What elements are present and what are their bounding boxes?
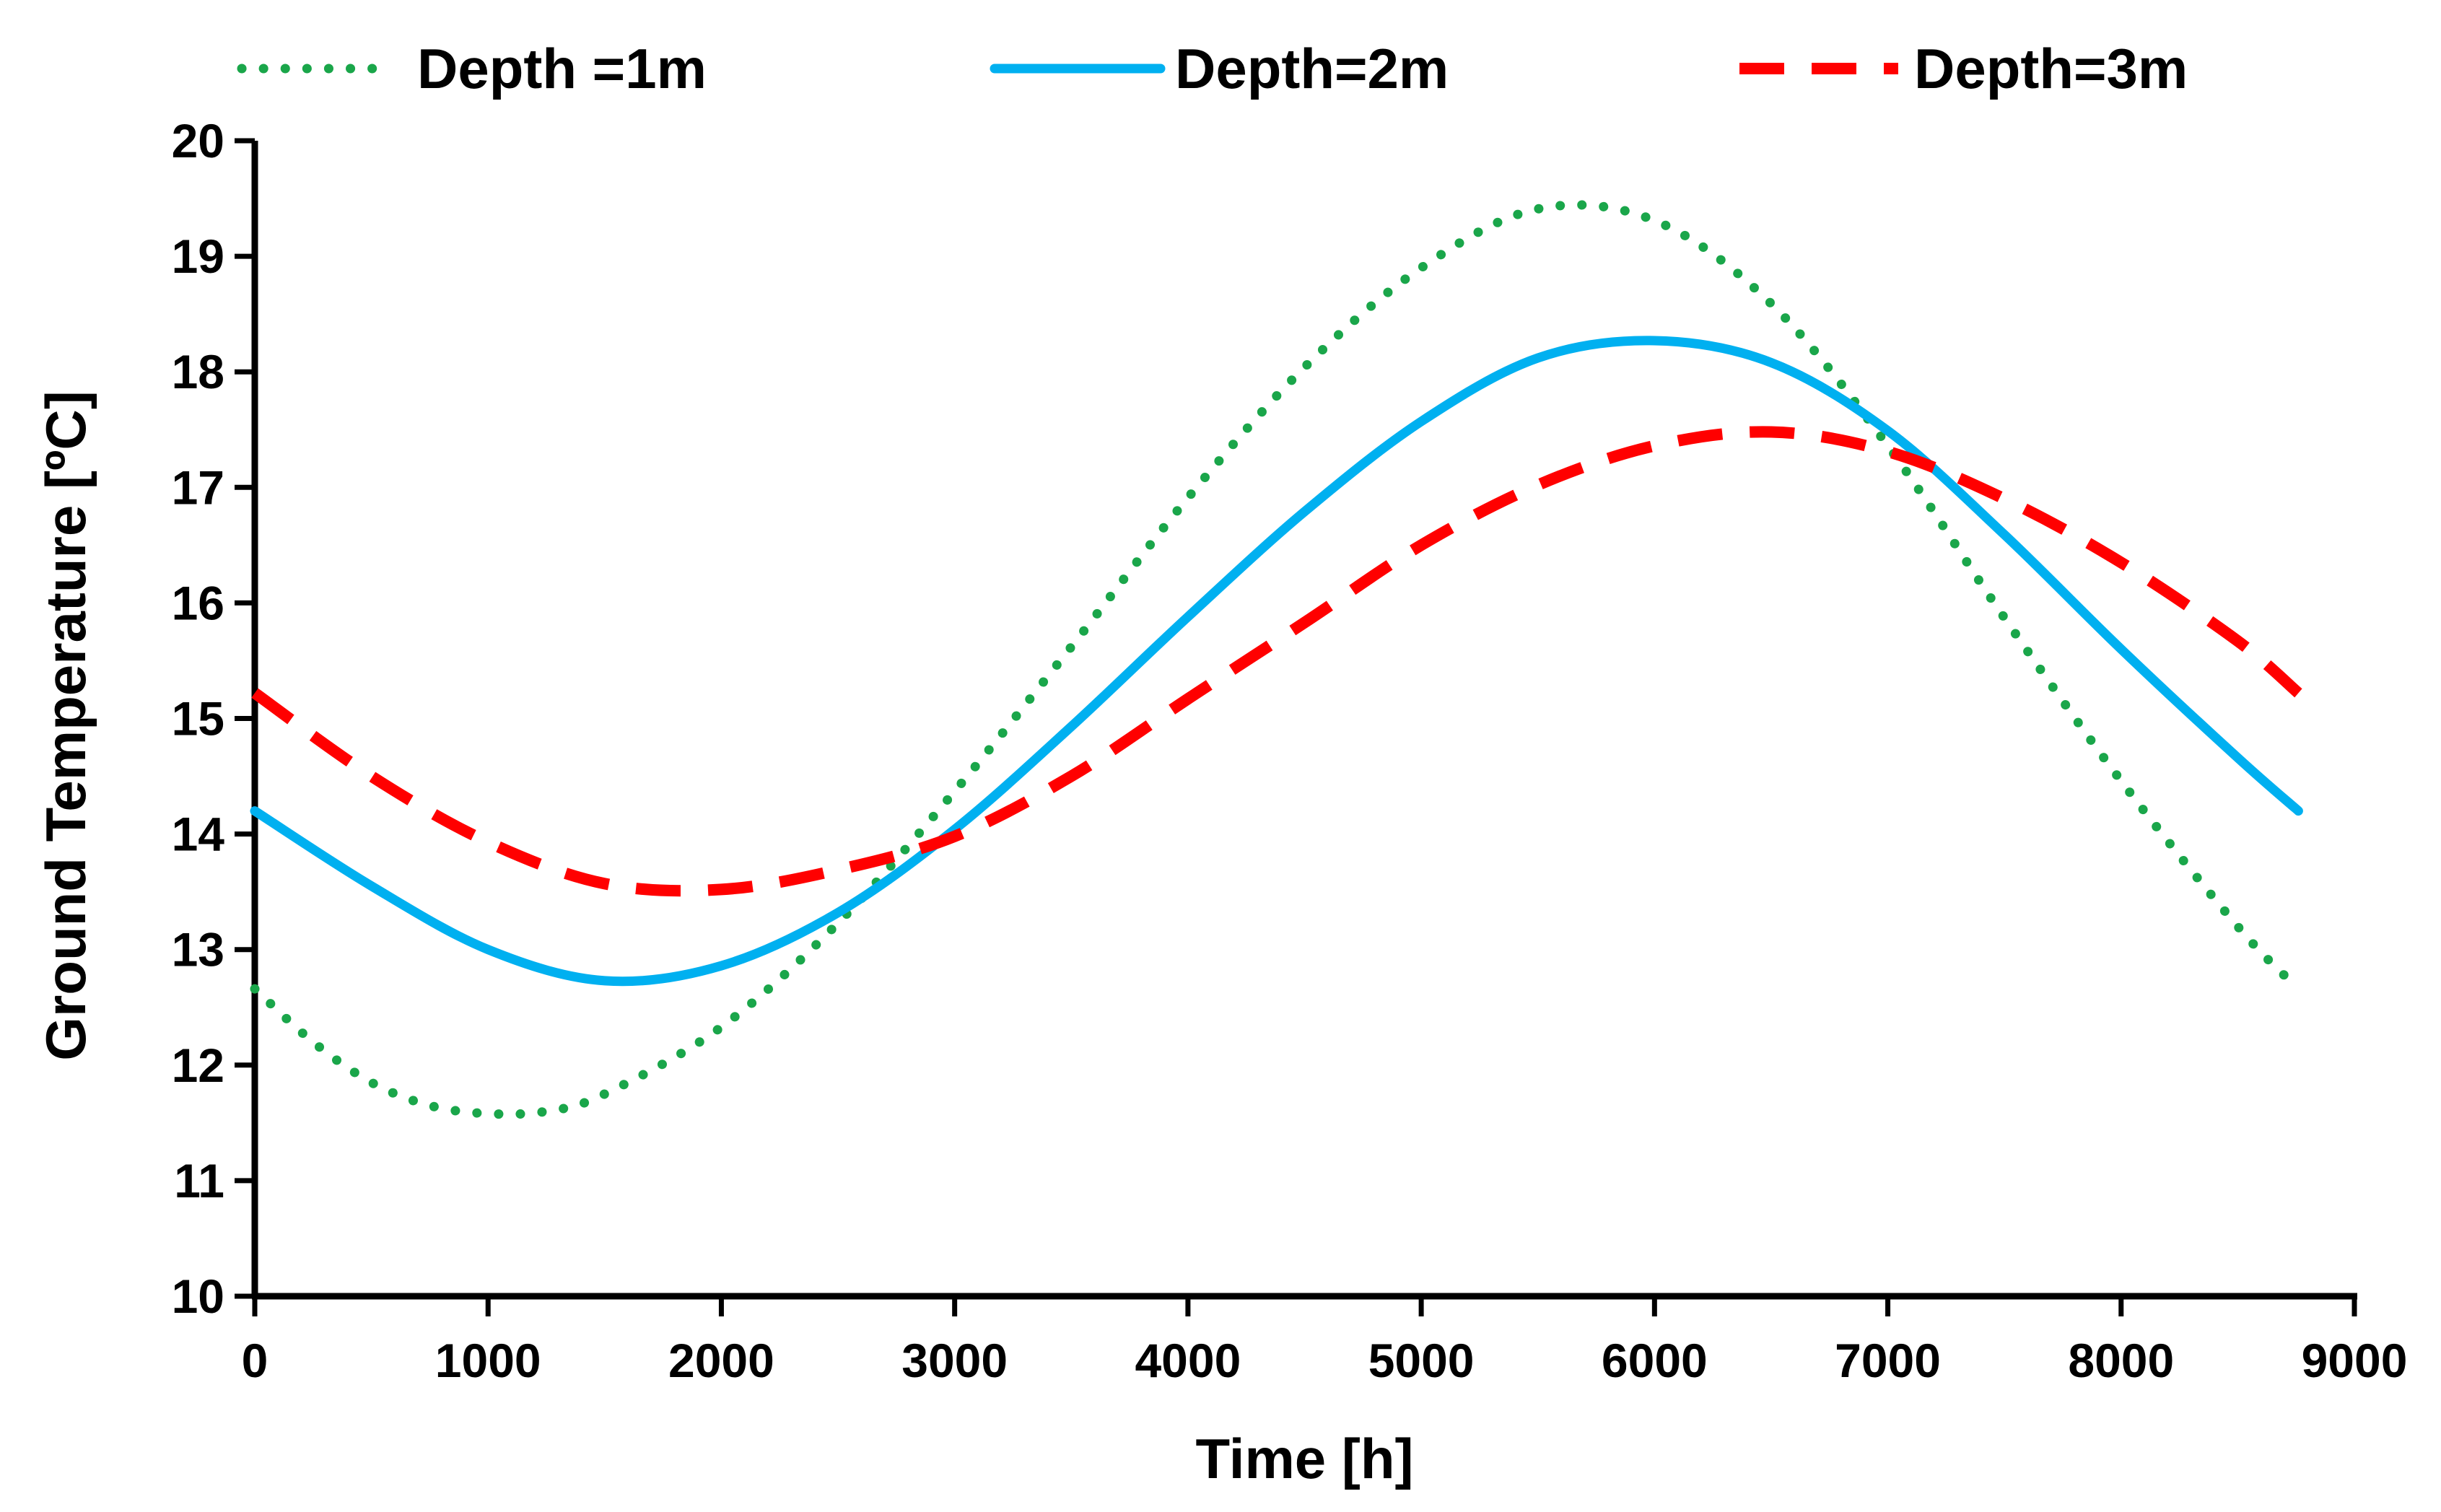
series-line-depth-2m xyxy=(250,336,2303,987)
y-tick-label: 16 xyxy=(172,576,224,629)
x-tick-label: 2000 xyxy=(668,1334,774,1387)
y-tick-label: 17 xyxy=(172,460,224,514)
y-tick-label: 19 xyxy=(172,230,224,283)
x-axis-title: Time [h] xyxy=(1196,1427,1414,1490)
y-tick-label: 11 xyxy=(174,1154,224,1207)
legend-item-depth-1m: Depth =1m xyxy=(237,37,707,100)
x-tick-label: 8000 xyxy=(2068,1334,2174,1387)
legend-label: Depth=3m xyxy=(1914,37,2188,100)
series-layer xyxy=(250,200,2303,1119)
x-tick-label: 4000 xyxy=(1135,1334,1241,1387)
x-tick-label: 0 xyxy=(242,1334,268,1387)
x-tick-label: 7000 xyxy=(1835,1334,1941,1387)
legend-item-depth-3m: Depth=3m xyxy=(1739,37,2188,100)
x-tick-label: 3000 xyxy=(901,1334,1008,1387)
legend: Depth =1m Depth=2m Depth=3m xyxy=(237,37,2188,100)
series-line-depth-3m xyxy=(251,426,2302,897)
legend-label: Depth =1m xyxy=(417,37,707,100)
x-tick-label: 5000 xyxy=(1368,1334,1475,1387)
y-tick-label: 15 xyxy=(172,692,224,746)
x-tick-label: 9000 xyxy=(2302,1334,2408,1387)
axes: 10 11 12 13 14 15 16 17 18 19 20 0 1000 2000 3000 4000 5… xyxy=(172,114,2408,1387)
y-tick-label: 20 xyxy=(172,114,224,167)
y-tick-label: 14 xyxy=(172,808,225,861)
x-tick-label: 1000 xyxy=(435,1334,541,1387)
y-axis-title: Ground Temperature [ºC] xyxy=(34,390,97,1060)
x-tick-label: 6000 xyxy=(1602,1334,1708,1387)
y-tick-label: 12 xyxy=(172,1039,224,1092)
legend-item-depth-2m: Depth=2m xyxy=(990,37,1449,100)
y-tick-label: 10 xyxy=(172,1270,224,1323)
y-tick-label: 13 xyxy=(172,923,224,976)
y-tick-label: 18 xyxy=(172,345,224,398)
legend-label: Depth=2m xyxy=(1175,37,1449,100)
series-line-depth-1m xyxy=(250,200,2303,1119)
